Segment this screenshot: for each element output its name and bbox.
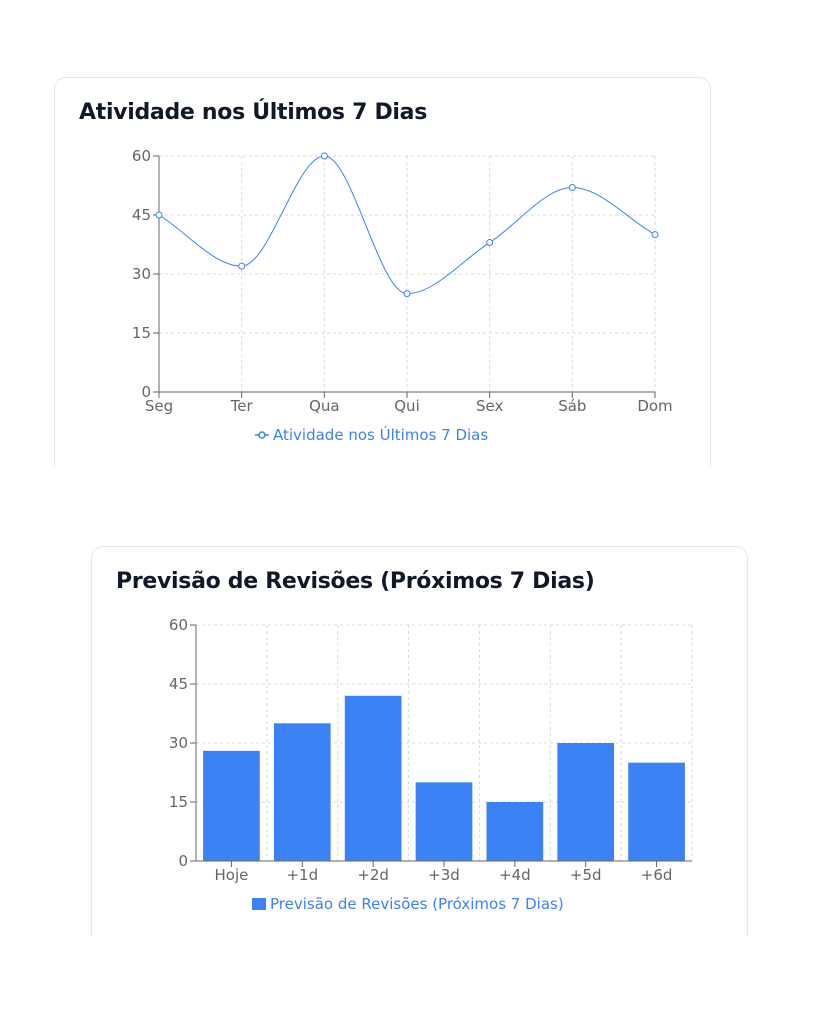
forecast-card: Previsão de Revisões (Próximos 7 Dias) 0… bbox=[91, 546, 748, 936]
x-tick-label: Ter bbox=[230, 397, 254, 415]
y-tick-label: 15 bbox=[132, 324, 151, 342]
y-tick-label: 0 bbox=[141, 383, 151, 401]
data-point bbox=[238, 262, 246, 270]
data-point bbox=[568, 183, 576, 191]
legend-label: Atividade nos Últimos 7 Dias bbox=[273, 425, 488, 444]
bar bbox=[486, 802, 544, 861]
legend: Previsão de Revisões (Próximos 7 Dias) bbox=[252, 895, 564, 913]
y-tick-label: 45 bbox=[132, 206, 151, 224]
bar bbox=[557, 743, 615, 861]
bars bbox=[203, 695, 685, 861]
data-point bbox=[651, 231, 659, 239]
x-tick-label: +4d bbox=[499, 866, 531, 884]
data-point bbox=[486, 239, 494, 247]
activity-card: Atividade nos Últimos 7 Dias 0 15 30 45 60 Se… bbox=[54, 77, 711, 467]
legend-label: Previsão de Revisões (Próximos 7 Dias) bbox=[270, 895, 564, 913]
legend: Atividade nos Últimos 7 Dias bbox=[255, 425, 488, 444]
x-tick-label: Qui bbox=[394, 397, 419, 415]
data-point bbox=[403, 290, 411, 298]
legend-swatch-icon bbox=[252, 898, 266, 910]
bar bbox=[203, 750, 260, 861]
x-tick-label: +5d bbox=[570, 866, 602, 884]
y-tick-label: 30 bbox=[132, 265, 151, 283]
forecast-card-title: Previsão de Revisões (Próximos 7 Dias) bbox=[116, 569, 595, 594]
data-point bbox=[155, 211, 163, 219]
bar bbox=[273, 723, 331, 861]
activity-line-chart: 0 15 30 45 60 Seg Ter Qua Qui Sex Sáb Dom Atividade … bbox=[132, 147, 673, 444]
y-tick-label: 15 bbox=[169, 793, 188, 811]
x-tick-label: +6d bbox=[641, 866, 673, 884]
bar bbox=[628, 762, 685, 861]
bar bbox=[415, 782, 473, 861]
x-tick-label: Sex bbox=[476, 397, 503, 415]
x-tick-label: +1d bbox=[286, 866, 318, 884]
y-tick-label: 30 bbox=[169, 734, 188, 752]
data-point bbox=[320, 152, 328, 160]
x-tick-label: Qua bbox=[309, 397, 340, 415]
y-tick-label: 0 bbox=[178, 852, 188, 870]
x-tick-label: +2d bbox=[357, 866, 389, 884]
y-tick-label: 45 bbox=[169, 675, 188, 693]
legend-marker-icon bbox=[258, 431, 266, 439]
x-tick-label: Sáb bbox=[558, 397, 586, 415]
activity-card-title: Atividade nos Últimos 7 Dias bbox=[79, 100, 427, 125]
grid bbox=[159, 155, 656, 392]
x-tick-label: Hoje bbox=[214, 866, 248, 884]
bar bbox=[344, 695, 402, 861]
y-tick-label: 60 bbox=[169, 616, 188, 634]
x-tick-label: Dom bbox=[637, 397, 672, 415]
y-tick-label: 60 bbox=[132, 147, 151, 165]
x-tick-label: +3d bbox=[428, 866, 460, 884]
forecast-bar-chart: 0 15 30 45 60 Hoje +1d +2d +3d +4d +5d +6d Previsão … bbox=[169, 616, 693, 913]
x-tick-label: Seg bbox=[145, 397, 173, 415]
